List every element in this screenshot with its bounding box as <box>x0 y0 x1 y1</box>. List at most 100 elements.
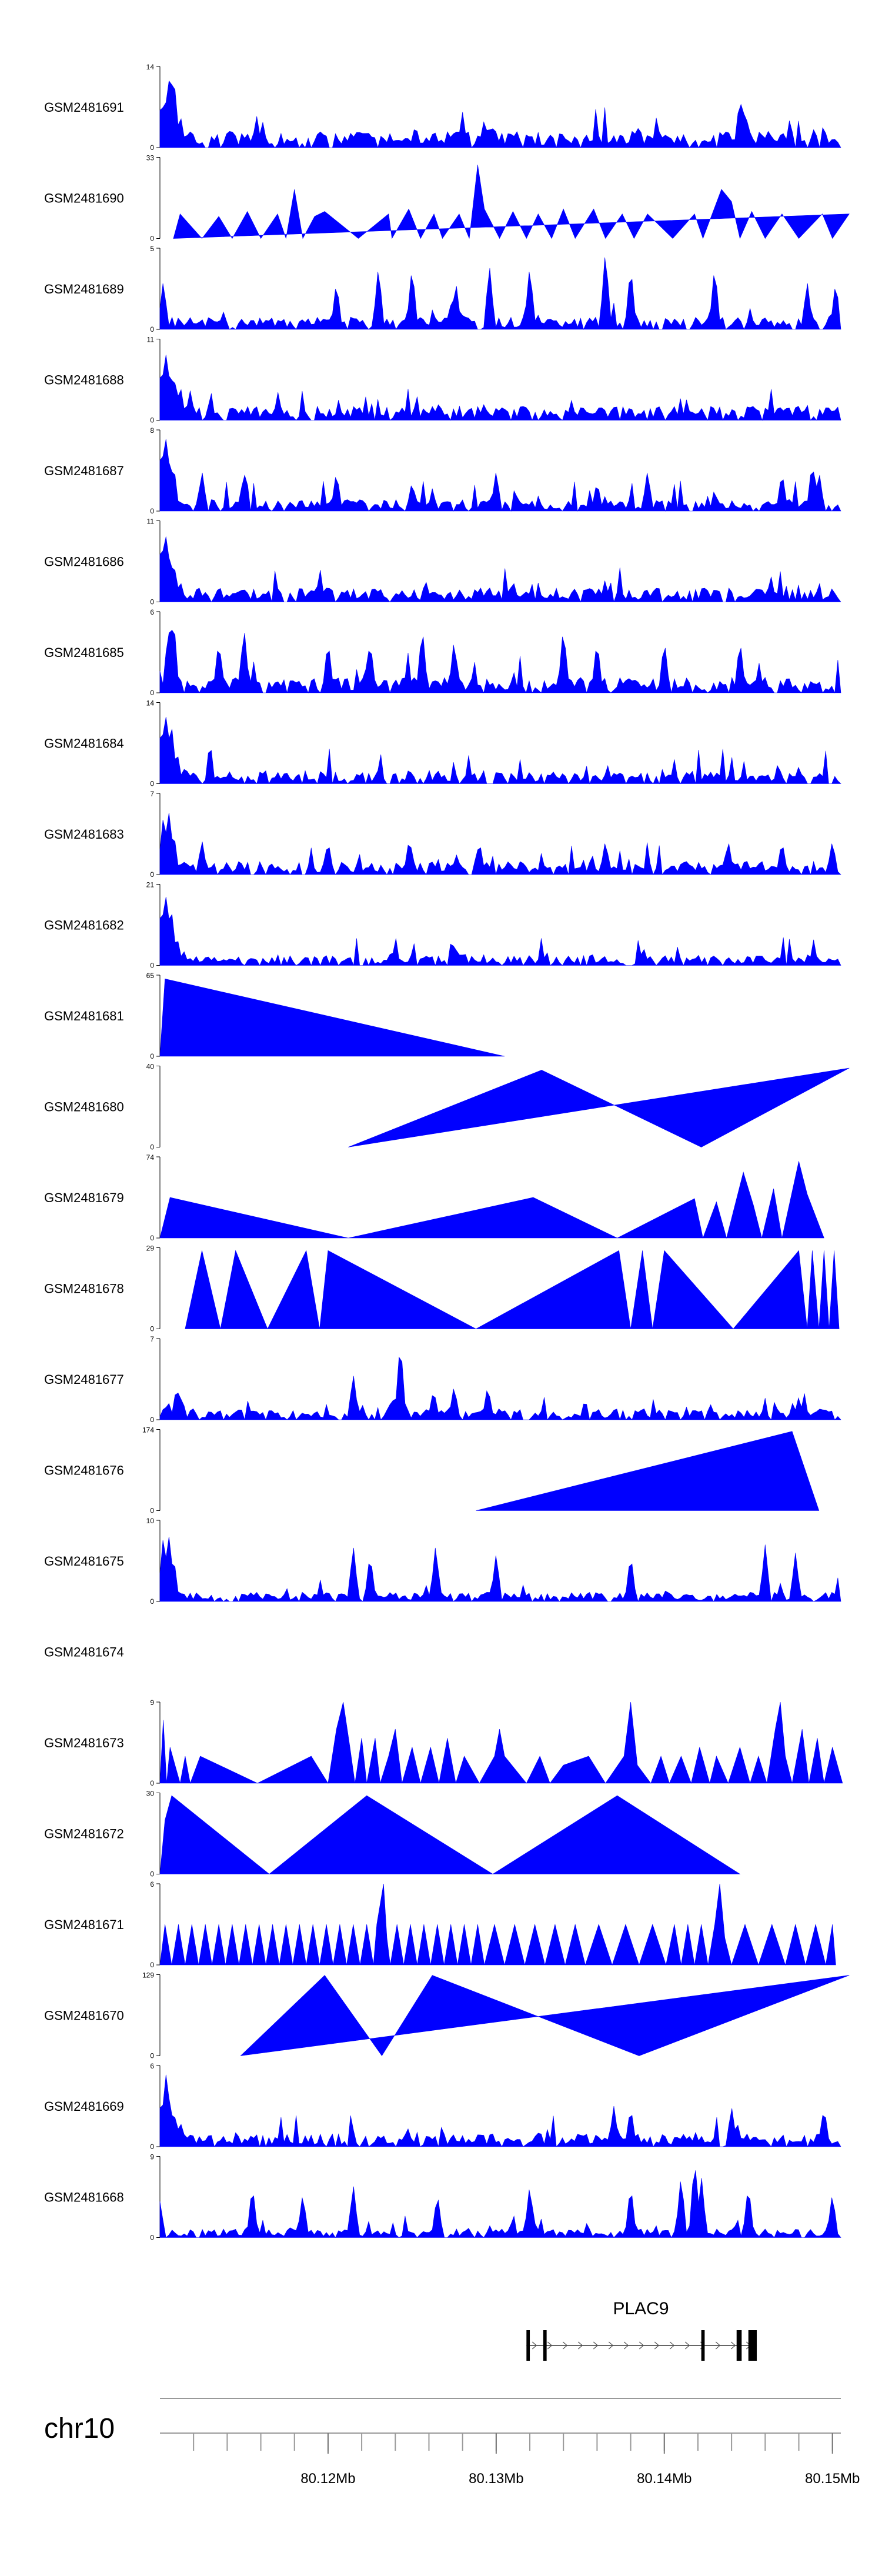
y-max-label: 29 <box>146 1244 155 1253</box>
strand-arrow-icon <box>562 2341 568 2350</box>
y-min-label: 0 <box>150 416 154 425</box>
axis-position-label: 80.15Mb <box>805 2471 860 2487</box>
track-gsm2481683: GSM2481683 7 0 <box>44 790 841 879</box>
axis-position-label: 80.12Mb <box>300 2471 355 2487</box>
coverage-area <box>159 80 841 149</box>
coverage-area <box>159 439 841 512</box>
genome-axis: chr10 80.12Mb 80.13Mb 80.14Mb 80.15Mb <box>44 2398 860 2487</box>
strand-arrow-icon <box>577 2341 583 2350</box>
axis-position-label: 80.14Mb <box>637 2471 691 2487</box>
track-gsm2481679: GSM2481679 74 0 <box>44 1153 824 1242</box>
y-max-label: 14 <box>146 699 155 708</box>
coverage-area <box>159 1883 836 1966</box>
coverage-area <box>348 1067 850 1147</box>
y-min-label: 0 <box>150 1597 154 1606</box>
track-label: GSM2481690 <box>44 191 124 206</box>
coverage-area <box>159 716 841 785</box>
coverage-area <box>159 355 841 421</box>
coverage-area <box>159 2074 841 2148</box>
strand-arrow-icon <box>593 2341 599 2350</box>
track-gsm2481672: GSM2481672 30 0 <box>44 1790 741 1878</box>
y-min-label: 0 <box>150 2052 154 2060</box>
track-label: GSM2481670 <box>44 2008 124 2023</box>
y-min-label: 0 <box>150 1143 154 1152</box>
coverage-area <box>159 897 841 966</box>
track-gsm2481684: GSM2481684 14 0 <box>44 699 841 788</box>
track-label: GSM2481669 <box>44 2099 124 2114</box>
coverage-area <box>159 1536 841 1602</box>
y-min-label: 0 <box>150 235 154 243</box>
y-max-label: 30 <box>146 1790 155 1798</box>
strand-arrow-icon <box>639 2341 644 2350</box>
track-label: GSM2481673 <box>44 1736 124 1750</box>
coverage-area <box>159 1795 741 1874</box>
y-max-label: 6 <box>150 2062 154 2070</box>
track-gsm2481671: GSM2481671 6 0 <box>44 1880 836 1969</box>
gene-name-label: PLAC9 <box>613 2299 669 2318</box>
track-gsm2481689: GSM2481689 5 0 <box>44 245 841 333</box>
y-max-label: 40 <box>146 1063 155 1071</box>
track-gsm2481687: GSM2481687 8 0 <box>44 426 841 515</box>
chromosome-label: chr10 <box>44 2413 115 2444</box>
coverage-area <box>159 979 505 1057</box>
track-label: GSM2481672 <box>44 1827 124 1841</box>
y-min-label: 0 <box>150 2143 154 2151</box>
y-max-label: 5 <box>150 245 154 253</box>
y-max-label: 21 <box>146 881 155 889</box>
strand-arrow-icon <box>623 2341 629 2350</box>
y-max-label: 11 <box>147 518 155 526</box>
track-label: GSM2481686 <box>44 555 124 569</box>
y-max-label: 9 <box>150 2153 154 2161</box>
track-gsm2481677: GSM2481677 7 0 <box>44 1335 841 1424</box>
track-label: GSM2481668 <box>44 2190 124 2205</box>
track-gsm2481688: GSM2481688 11 0 <box>44 336 841 425</box>
track-gsm2481675: GSM2481675 10 0 <box>44 1517 841 1606</box>
gene-exon <box>526 2330 530 2361</box>
track-label: GSM2481676 <box>44 1463 124 1478</box>
track-gsm2481691: GSM2481691 14 0 <box>44 63 841 152</box>
gene-annotation-track: PLAC9 <box>526 2299 757 2361</box>
coverage-tracks: GSM2481691140GSM2481690330GSM248168950GS… <box>44 63 850 2242</box>
track-gsm2481685: GSM2481685 6 0 <box>44 608 841 697</box>
y-max-label: 33 <box>146 154 155 162</box>
track-gsm2481676: GSM2481676 174 0 <box>44 1426 820 1515</box>
track-label: GSM2481677 <box>44 1372 124 1387</box>
track-gsm2481668: GSM2481668 9 0 <box>44 2153 841 2242</box>
track-label: GSM2481683 <box>44 827 124 842</box>
y-min-label: 0 <box>150 870 154 879</box>
strand-arrow-icon <box>715 2341 721 2350</box>
coverage-area <box>159 2170 841 2238</box>
strand-arrow-icon <box>730 2341 736 2350</box>
track-label: GSM2481678 <box>44 1282 124 1296</box>
y-max-label: 7 <box>150 790 154 798</box>
strand-arrow-icon <box>684 2341 690 2350</box>
track-label: GSM2481684 <box>44 736 124 751</box>
y-min-label: 0 <box>150 325 154 333</box>
coverage-area <box>185 1250 840 1330</box>
y-min-label: 0 <box>150 962 154 970</box>
track-gsm2481673: GSM2481673 9 0 <box>44 1699 843 1787</box>
strand-arrow-icon <box>654 2341 660 2350</box>
y-min-label: 0 <box>150 1961 154 1969</box>
track-gsm2481674: GSM2481674 <box>44 1645 124 1660</box>
track-label: GSM2481688 <box>44 373 124 388</box>
y-max-label: 10 <box>146 1517 155 1525</box>
track-label: GSM2481691 <box>44 100 124 115</box>
axis-position-label: 80.13Mb <box>469 2471 523 2487</box>
track-label: GSM2481680 <box>44 1100 124 1115</box>
y-max-label: 65 <box>146 972 155 980</box>
y-max-label: 6 <box>150 608 154 616</box>
track-gsm2481681: GSM2481681 65 0 <box>44 972 505 1060</box>
coverage-area <box>476 1431 820 1511</box>
coverage-area <box>159 1701 843 1784</box>
track-gsm2481678: GSM2481678 29 0 <box>44 1244 840 1333</box>
y-min-label: 0 <box>150 1870 154 1878</box>
track-gsm2481669: GSM2481669 6 0 <box>44 2062 841 2151</box>
gene-exon <box>701 2330 705 2361</box>
y-min-label: 0 <box>150 2234 154 2242</box>
y-min-label: 0 <box>150 1507 154 1515</box>
track-label: GSM2481674 <box>44 1645 124 1660</box>
coverage-area <box>240 1975 850 2057</box>
y-min-label: 0 <box>150 144 154 152</box>
